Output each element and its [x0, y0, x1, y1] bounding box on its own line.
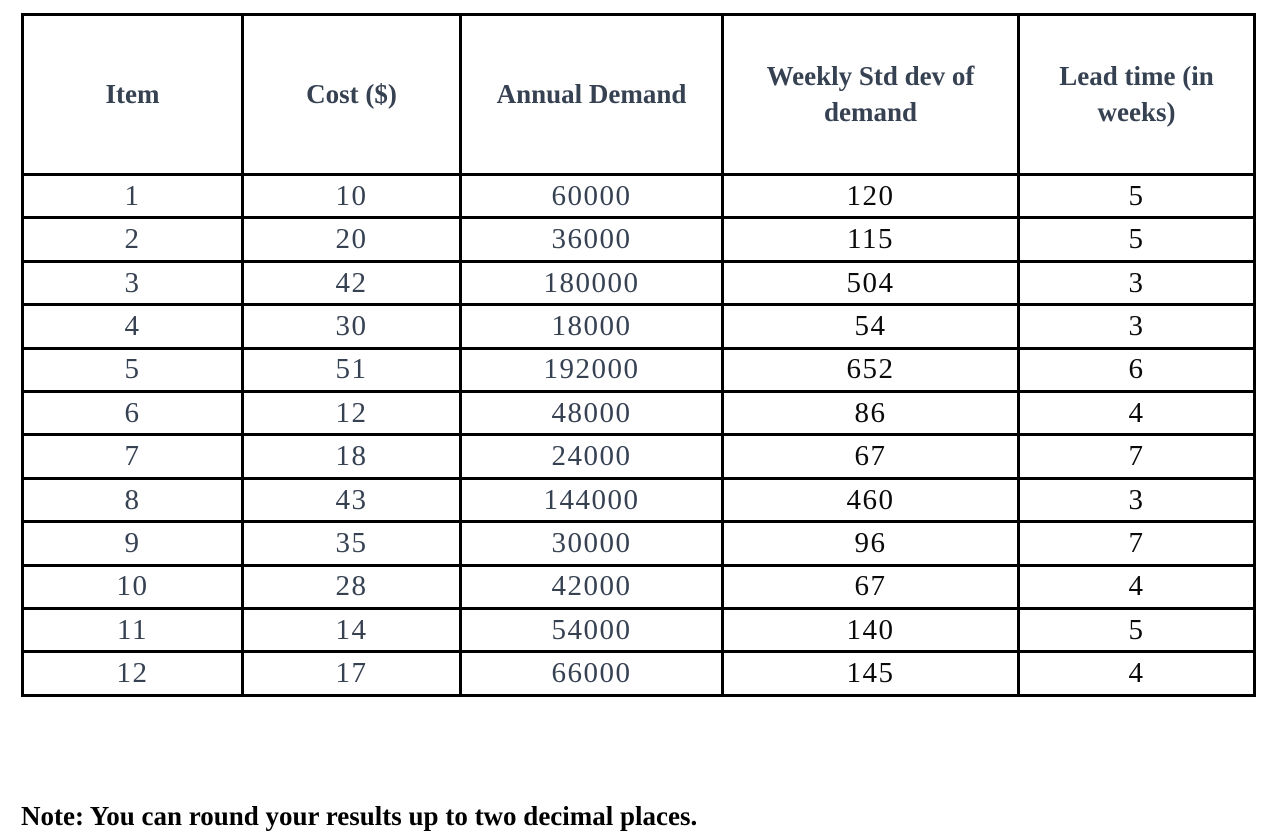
table-cell: 4: [1017, 650, 1256, 697]
table-cell: 96: [721, 520, 1020, 567]
column-header-annual-demand: Annual Demand: [459, 13, 724, 176]
table-row: 1 10 60000 120 5: [21, 172, 1256, 220]
table-cell: 11: [21, 607, 244, 654]
table-cell: 12: [241, 390, 462, 437]
note-text: Note: You can round your results up to t…: [21, 801, 698, 831]
table-row: 12 17 66000 145 4: [21, 650, 1256, 697]
table-cell: 67: [721, 433, 1020, 480]
table-cell: 18000: [459, 303, 724, 350]
table-row: 11 14 54000 140 5: [21, 607, 1256, 654]
table-cell: 17: [241, 650, 462, 697]
table-cell: 6: [1017, 346, 1256, 394]
table-cell: 120: [721, 172, 1020, 220]
table-row: 4 30 18000 54 3: [21, 303, 1256, 350]
table-cell: 115: [721, 216, 1020, 263]
table-cell: 14: [241, 607, 462, 654]
inventory-data-table: Item Cost ($) Annual Demand Weekly Std d…: [21, 13, 1256, 697]
table-row: 7 18 24000 67 7: [21, 433, 1256, 480]
table-row: 10 28 42000 67 4: [21, 563, 1256, 611]
table-row: 3 42 180000 504 3: [21, 259, 1256, 307]
table-cell: 144000: [459, 476, 724, 524]
table-cell: 652: [721, 346, 1020, 394]
table-cell: 51: [241, 346, 462, 394]
table-cell: 42000: [459, 563, 724, 611]
table-cell: 3: [1017, 259, 1256, 307]
table-cell: 10: [21, 563, 244, 611]
table-row: 8 43 144000 460 3: [21, 476, 1256, 524]
table-cell: 504: [721, 259, 1020, 307]
table-cell: 192000: [459, 346, 724, 394]
table-row: 9 35 30000 96 7: [21, 520, 1256, 567]
table-cell: 1: [21, 172, 244, 220]
table-cell: 18: [241, 433, 462, 480]
table-row: 5 51 192000 652 6: [21, 346, 1256, 394]
table-cell: 5: [21, 346, 244, 394]
table-cell: 3: [1017, 476, 1256, 524]
table-cell: 145: [721, 650, 1020, 697]
table-cell: 48000: [459, 390, 724, 437]
table-cell: 5: [1017, 216, 1256, 263]
table-cell: 4: [1017, 563, 1256, 611]
table-cell: 4: [21, 303, 244, 350]
table-cell: 4: [1017, 390, 1256, 437]
table-cell: 24000: [459, 433, 724, 480]
table-row: 2 20 36000 115 5: [21, 216, 1256, 263]
table-cell: 9: [21, 520, 244, 567]
table-cell: 12: [21, 650, 244, 697]
table-cell: 42: [241, 259, 462, 307]
table-cell: 7: [1017, 520, 1256, 567]
table-cell: 7: [1017, 433, 1256, 480]
table-cell: 460: [721, 476, 1020, 524]
table-cell: 10: [241, 172, 462, 220]
table-cell: 20: [241, 216, 462, 263]
table-cell: 86: [721, 390, 1020, 437]
table-cell: 3: [1017, 303, 1256, 350]
table-cell: 67: [721, 563, 1020, 611]
table-cell: 6: [21, 390, 244, 437]
table-cell: 5: [1017, 607, 1256, 654]
table-cell: 43: [241, 476, 462, 524]
table-cell: 60000: [459, 172, 724, 220]
table-cell: 54000: [459, 607, 724, 654]
table-cell: 35: [241, 520, 462, 567]
table-cell: 8: [21, 476, 244, 524]
table-cell: 54: [721, 303, 1020, 350]
column-header-cost: Cost ($): [241, 13, 462, 176]
table-cell: 140: [721, 607, 1020, 654]
table-header-row: Item Cost ($) Annual Demand Weekly Std d…: [21, 13, 1256, 176]
table-cell: 30: [241, 303, 462, 350]
column-header-lead-time: Lead time (in weeks): [1017, 13, 1256, 176]
table-cell: 36000: [459, 216, 724, 263]
table-row: 6 12 48000 86 4: [21, 390, 1256, 437]
table-cell: 66000: [459, 650, 724, 697]
column-header-weekly-std-dev: Weekly Std dev of demand: [721, 13, 1020, 176]
table-cell: 3: [21, 259, 244, 307]
table-cell: 28: [241, 563, 462, 611]
table-cell: 7: [21, 433, 244, 480]
table-cell: 2: [21, 216, 244, 263]
table-cell: 180000: [459, 259, 724, 307]
table-cell: 5: [1017, 172, 1256, 220]
column-header-item: Item: [21, 13, 244, 176]
table-cell: 30000: [459, 520, 724, 567]
